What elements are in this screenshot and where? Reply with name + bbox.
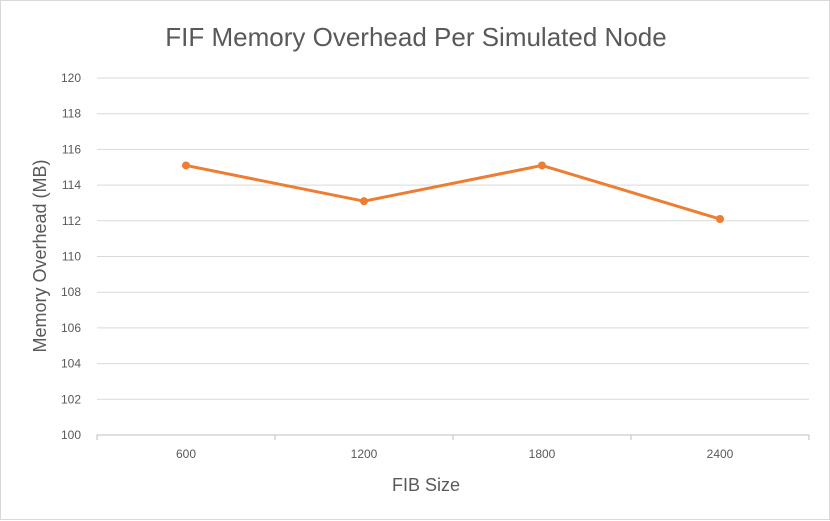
x-axis-title: FIB Size — [392, 475, 460, 495]
y-tick-label: 108 — [61, 285, 81, 299]
y-tick-label: 100 — [61, 428, 81, 442]
gridlines — [97, 77, 809, 436]
y-tick-label: 112 — [62, 214, 81, 228]
data-point — [538, 161, 546, 170]
x-tick-label: 600 — [176, 447, 196, 461]
y-tick-label: 116 — [62, 142, 81, 156]
y-tick-label: 114 — [62, 178, 81, 192]
x-tick-labels: 600 1200 1800 2400 — [176, 447, 734, 461]
x-tick-label: 1200 — [351, 447, 378, 461]
x-axis — [96, 435, 810, 440]
y-tick-label: 104 — [61, 357, 81, 371]
data-point — [716, 215, 724, 224]
y-axis-title: Memory Overhead (MB) — [30, 159, 50, 352]
y-tick-label: 110 — [62, 250, 81, 264]
data-point — [182, 161, 190, 170]
y-tick-label: 102 — [61, 392, 81, 406]
y-tick-label: 120 — [61, 71, 81, 85]
y-tick-labels: 100 102 104 106 108 110 112 114 116 118 120 — [61, 71, 81, 442]
chart-title: FIF Memory Overhead Per Simulated Node — [165, 22, 666, 52]
data-point — [360, 197, 368, 206]
x-tick-label: 1800 — [529, 447, 556, 461]
series-line — [184, 163, 722, 221]
x-tick-label: 2400 — [707, 447, 734, 461]
y-tick-label: 106 — [61, 321, 81, 335]
y-tick-label: 118 — [62, 107, 81, 121]
series-group — [182, 161, 724, 224]
